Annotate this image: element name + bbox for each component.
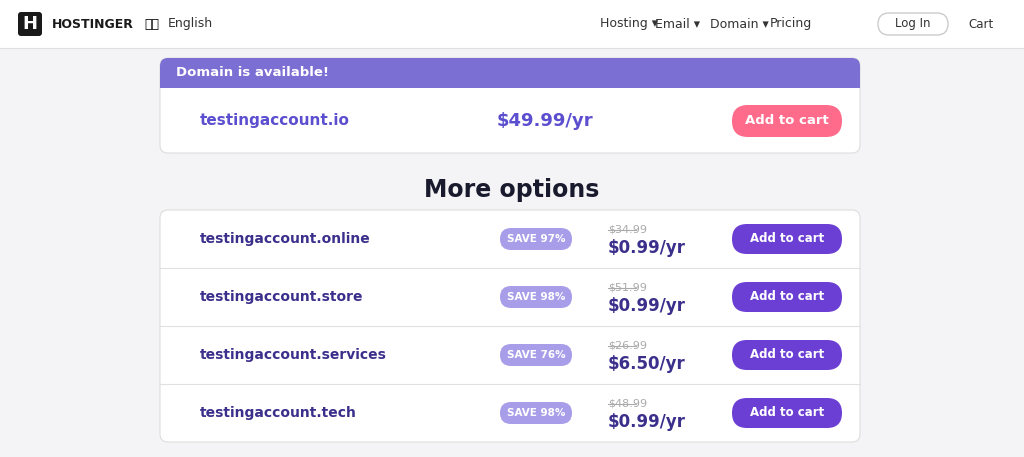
Text: SAVE 76%: SAVE 76% — [507, 350, 565, 360]
Text: SAVE 98%: SAVE 98% — [507, 292, 565, 302]
FancyBboxPatch shape — [500, 402, 572, 424]
FancyBboxPatch shape — [732, 224, 842, 254]
Text: Add to cart: Add to cart — [745, 115, 828, 128]
Text: Cart: Cart — [968, 17, 993, 31]
Bar — [0, 0, 1024, 48]
FancyBboxPatch shape — [732, 340, 842, 370]
Text: SAVE 98%: SAVE 98% — [507, 408, 565, 418]
FancyBboxPatch shape — [732, 398, 842, 428]
FancyBboxPatch shape — [500, 228, 572, 250]
FancyBboxPatch shape — [878, 13, 948, 35]
FancyBboxPatch shape — [160, 58, 860, 153]
Text: English: English — [168, 17, 213, 31]
Text: Domain is available!: Domain is available! — [176, 67, 329, 80]
Text: $0.99/yr: $0.99/yr — [608, 297, 686, 315]
FancyBboxPatch shape — [18, 12, 42, 36]
Text: More options: More options — [424, 178, 600, 202]
Text: $26.99: $26.99 — [608, 341, 647, 351]
Text: $49.99/yr: $49.99/yr — [497, 112, 593, 130]
Text: Add to cart: Add to cart — [750, 406, 824, 420]
Text: Email ▾: Email ▾ — [655, 17, 700, 31]
Text: testingaccount.tech: testingaccount.tech — [200, 406, 357, 420]
FancyBboxPatch shape — [732, 105, 842, 137]
Text: SAVE 97%: SAVE 97% — [507, 234, 565, 244]
Bar — [160, 80, 860, 88]
Text: testingaccount.io: testingaccount.io — [200, 113, 350, 128]
Text: Add to cart: Add to cart — [750, 349, 824, 361]
Text: testingaccount.store: testingaccount.store — [200, 290, 364, 304]
Text: Pricing: Pricing — [770, 17, 812, 31]
Text: HOSTINGER: HOSTINGER — [52, 17, 134, 31]
Text: Add to cart: Add to cart — [750, 291, 824, 303]
Text: Hosting ▾: Hosting ▾ — [600, 17, 658, 31]
FancyBboxPatch shape — [732, 282, 842, 312]
Text: $48.99: $48.99 — [608, 399, 647, 409]
FancyBboxPatch shape — [500, 286, 572, 308]
FancyBboxPatch shape — [500, 344, 572, 366]
Text: testingaccount.online: testingaccount.online — [200, 232, 371, 246]
Text: H: H — [23, 15, 38, 33]
Text: 🇺🇸: 🇺🇸 — [144, 17, 160, 31]
Text: $0.99/yr: $0.99/yr — [608, 239, 686, 257]
Text: $0.99/yr: $0.99/yr — [608, 413, 686, 431]
FancyBboxPatch shape — [160, 210, 860, 442]
Text: $51.99: $51.99 — [608, 283, 647, 293]
Text: testingaccount.services: testingaccount.services — [200, 348, 387, 362]
Text: Add to cart: Add to cart — [750, 233, 824, 245]
Text: $34.99: $34.99 — [608, 225, 647, 235]
FancyBboxPatch shape — [160, 58, 860, 88]
Text: Domain ▾: Domain ▾ — [710, 17, 769, 31]
Text: Log In: Log In — [895, 17, 931, 31]
Text: $6.50/yr: $6.50/yr — [608, 355, 686, 373]
